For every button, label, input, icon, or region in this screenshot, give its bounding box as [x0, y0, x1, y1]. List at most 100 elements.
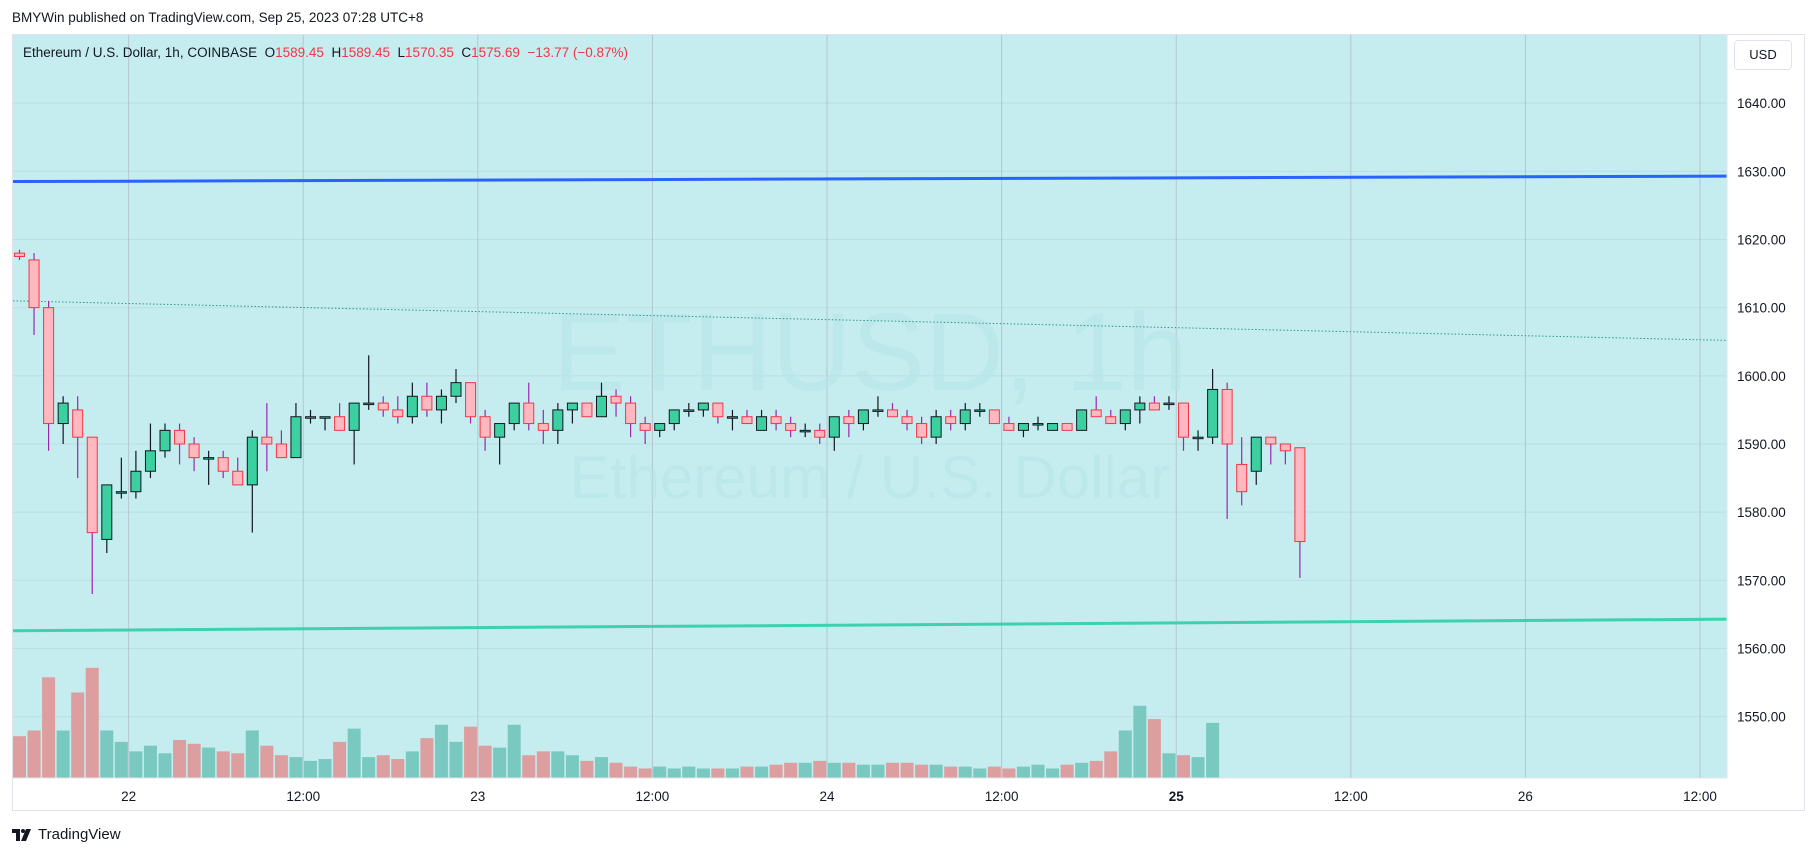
volume-bar — [987, 766, 1001, 778]
candle — [421, 382, 433, 417]
volume-bar — [274, 755, 288, 778]
candle — [1032, 416, 1044, 431]
candle-body — [1076, 409, 1088, 431]
volume-bar — [434, 724, 448, 778]
price-tick-label: 1590.00 — [1737, 437, 1786, 452]
candle — [1047, 423, 1059, 431]
legend-c-label: C — [461, 45, 472, 60]
candle — [945, 409, 957, 431]
volume-bar — [1133, 705, 1147, 778]
volume-bar — [318, 759, 332, 778]
candle-body — [916, 423, 928, 438]
candle — [1265, 436, 1277, 465]
candle-body — [406, 395, 418, 418]
volume-bar — [1031, 764, 1045, 778]
candle-body — [1178, 402, 1189, 438]
legend-change: −13.77 (−0.87%) — [527, 45, 629, 60]
candle-body — [275, 443, 287, 459]
resistance-line — [12, 174, 1728, 184]
candle-body — [130, 470, 142, 493]
candle-body — [305, 416, 316, 419]
candle — [188, 437, 200, 472]
plot-background — [13, 35, 1727, 778]
candle — [406, 382, 418, 424]
candle-body — [1236, 463, 1248, 493]
candle-body — [668, 409, 680, 425]
volume-bar — [900, 762, 914, 778]
candle — [1105, 409, 1117, 425]
price-tick-label: 1610.00 — [1737, 301, 1786, 316]
candle-body — [683, 409, 695, 412]
candle-body — [697, 402, 709, 411]
candle-body — [28, 259, 40, 309]
candle-body — [217, 457, 229, 472]
candle-body — [508, 402, 520, 425]
volume-bar — [493, 747, 507, 778]
candle-body — [1279, 443, 1291, 452]
candle-body — [756, 416, 768, 431]
candle — [1017, 423, 1029, 438]
volume-bar — [769, 764, 783, 778]
candle-body — [1003, 423, 1015, 431]
candle — [668, 409, 680, 431]
volume-bar — [1060, 764, 1074, 778]
legend-open: 1589.45 — [275, 45, 324, 60]
candle — [494, 423, 506, 465]
volume-bar — [1191, 757, 1205, 778]
candle-body — [465, 382, 477, 418]
footer-brand[interactable]: TradingView — [12, 826, 121, 843]
candle-body — [101, 484, 113, 540]
candle — [1163, 396, 1175, 410]
volume-bar — [798, 762, 812, 778]
candle-body — [261, 436, 273, 445]
currency-button[interactable]: USD — [1734, 40, 1792, 70]
candle-body — [1163, 402, 1175, 406]
legend-l-label: L — [397, 45, 406, 60]
volume-bar — [347, 728, 361, 778]
volume-bar — [1147, 719, 1161, 778]
volume-bar — [245, 730, 259, 778]
candle — [305, 409, 316, 424]
trendline-line — [12, 300, 1728, 341]
candle — [1119, 409, 1131, 431]
candle — [1061, 423, 1073, 431]
candle-body — [1061, 423, 1073, 431]
candle — [508, 402, 520, 431]
candle — [625, 396, 637, 438]
volume-bar — [464, 726, 478, 778]
volume-bar — [696, 768, 710, 778]
volume-bar — [405, 751, 419, 778]
candle-body — [421, 395, 433, 411]
volume-bar — [1177, 755, 1190, 778]
candle-body — [72, 409, 84, 438]
candle — [334, 403, 346, 431]
candle — [901, 409, 913, 431]
candle-body — [363, 402, 375, 406]
volume-bar — [27, 730, 41, 778]
candle-body — [930, 416, 942, 438]
watermark-name: Ethereum / U.S. Dollar — [570, 444, 1170, 511]
symbol-legend: Ethereum / U.S. Dollar, 1h, COINBASE O15… — [23, 45, 628, 60]
price-tick-label: 1630.00 — [1737, 164, 1786, 179]
volume-bar — [682, 766, 696, 778]
candle — [1178, 402, 1189, 451]
time-tick-label: 24 — [820, 789, 836, 804]
candle — [814, 423, 826, 444]
legend-o-label: O — [264, 45, 276, 60]
candle-body — [144, 450, 156, 472]
candle-body — [610, 395, 622, 404]
candle — [639, 416, 651, 444]
candle-body — [566, 402, 578, 411]
candle-body — [203, 457, 215, 460]
candle-body — [479, 416, 491, 438]
candle-body — [785, 423, 797, 431]
candles — [14, 249, 1306, 594]
candle — [1279, 443, 1291, 465]
candle-body — [552, 409, 564, 431]
volume-bar — [536, 751, 550, 778]
volume-bar — [42, 677, 56, 778]
volume-bar — [13, 736, 26, 778]
candle-body — [1047, 423, 1059, 431]
candle — [479, 409, 491, 451]
